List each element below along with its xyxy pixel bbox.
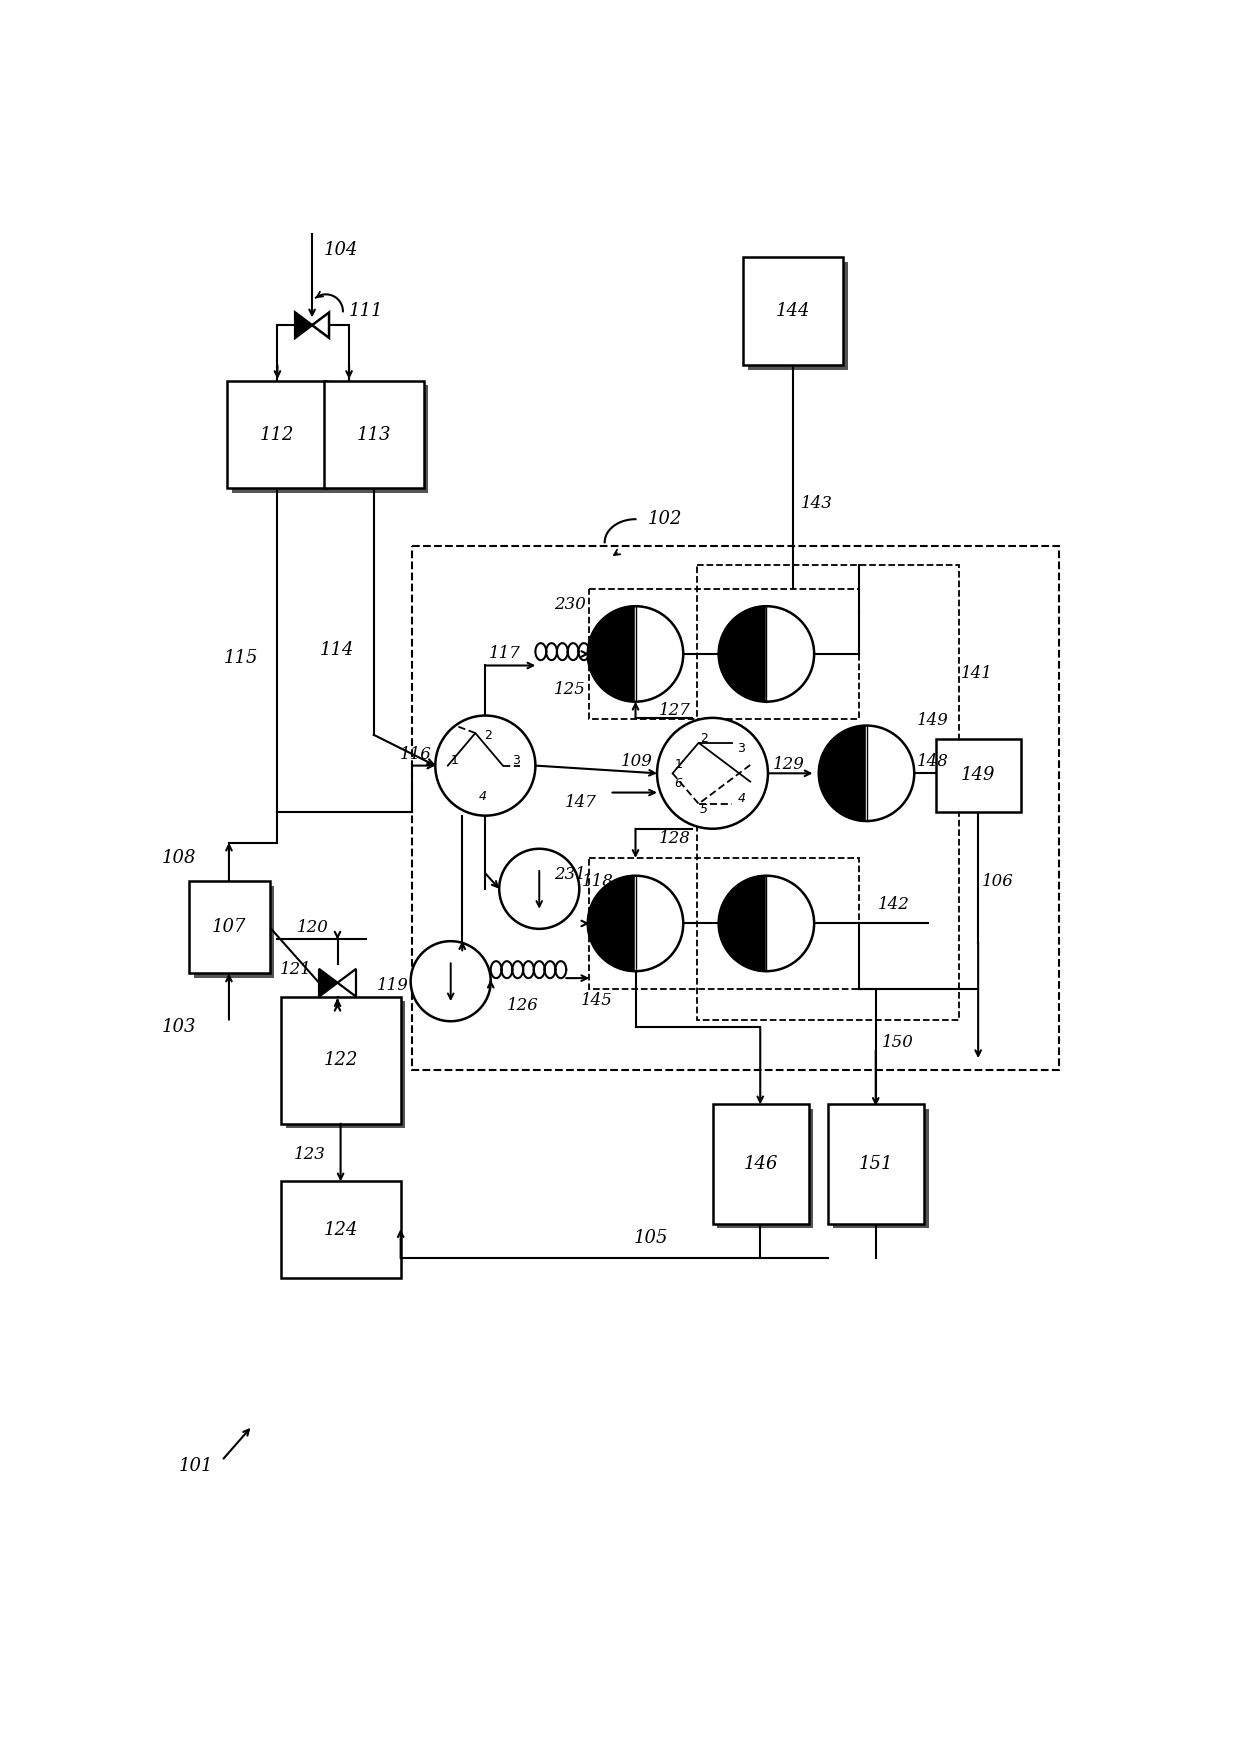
Text: 109: 109 bbox=[621, 753, 653, 771]
Text: 149: 149 bbox=[916, 711, 949, 729]
Polygon shape bbox=[867, 725, 914, 820]
Bar bbox=[324, 380, 424, 488]
Text: 128: 128 bbox=[658, 831, 691, 847]
Bar bbox=[713, 1105, 808, 1223]
Text: 107: 107 bbox=[212, 919, 247, 936]
Text: 2: 2 bbox=[484, 729, 492, 743]
Bar bbox=[717, 1109, 813, 1228]
Text: 122: 122 bbox=[324, 1051, 358, 1068]
Text: 2: 2 bbox=[701, 732, 708, 746]
Polygon shape bbox=[337, 968, 356, 996]
Text: 116: 116 bbox=[399, 746, 432, 762]
Polygon shape bbox=[818, 725, 867, 820]
Text: 143: 143 bbox=[801, 495, 833, 512]
Polygon shape bbox=[766, 876, 815, 972]
Polygon shape bbox=[766, 605, 815, 702]
Text: 147: 147 bbox=[565, 794, 596, 811]
Bar bbox=[589, 857, 859, 989]
Polygon shape bbox=[319, 968, 337, 996]
Text: 145: 145 bbox=[580, 993, 613, 1008]
Circle shape bbox=[410, 942, 491, 1021]
Polygon shape bbox=[312, 313, 329, 338]
Text: 127: 127 bbox=[658, 702, 691, 718]
Text: 106: 106 bbox=[982, 873, 1014, 889]
Text: 121: 121 bbox=[280, 961, 312, 979]
Polygon shape bbox=[719, 605, 766, 702]
Text: 1: 1 bbox=[675, 759, 682, 771]
Text: 114: 114 bbox=[320, 641, 355, 658]
Text: 1: 1 bbox=[450, 753, 459, 767]
Text: 141: 141 bbox=[961, 665, 992, 681]
Polygon shape bbox=[635, 605, 683, 702]
Polygon shape bbox=[588, 876, 635, 972]
Text: 230: 230 bbox=[553, 597, 585, 612]
Bar bbox=[936, 739, 1021, 811]
Text: 124: 124 bbox=[324, 1220, 358, 1239]
Text: 4: 4 bbox=[479, 790, 487, 803]
Text: 115: 115 bbox=[223, 649, 258, 667]
Text: 119: 119 bbox=[377, 977, 408, 994]
Bar bbox=[748, 262, 848, 370]
Text: 103: 103 bbox=[162, 1019, 197, 1037]
Text: 104: 104 bbox=[324, 241, 358, 259]
Bar bbox=[227, 380, 327, 488]
Circle shape bbox=[500, 848, 579, 929]
Text: 125: 125 bbox=[554, 681, 587, 699]
Bar bbox=[743, 257, 843, 364]
Polygon shape bbox=[719, 876, 766, 972]
Bar bbox=[281, 1181, 401, 1278]
Text: 113: 113 bbox=[356, 426, 391, 444]
Bar bbox=[286, 1001, 405, 1128]
Text: 120: 120 bbox=[296, 919, 329, 936]
Text: 101: 101 bbox=[179, 1457, 213, 1475]
Polygon shape bbox=[635, 876, 683, 972]
Text: 3: 3 bbox=[738, 743, 745, 755]
Bar bbox=[697, 565, 959, 1019]
Polygon shape bbox=[588, 605, 635, 702]
Text: 108: 108 bbox=[162, 848, 197, 868]
Text: 150: 150 bbox=[882, 1035, 914, 1051]
Bar bbox=[412, 546, 1059, 1070]
Bar bbox=[329, 385, 428, 493]
Text: 129: 129 bbox=[773, 755, 805, 773]
Text: 123: 123 bbox=[294, 1146, 326, 1163]
Text: 3: 3 bbox=[512, 753, 521, 767]
Text: 231: 231 bbox=[553, 866, 585, 884]
Circle shape bbox=[657, 718, 768, 829]
Bar bbox=[193, 885, 274, 979]
Text: 149: 149 bbox=[961, 766, 996, 785]
Circle shape bbox=[435, 716, 536, 815]
Text: 118: 118 bbox=[582, 873, 614, 889]
Text: 148: 148 bbox=[916, 753, 949, 771]
Text: 102: 102 bbox=[647, 510, 682, 528]
Bar bbox=[832, 1109, 929, 1228]
Bar bbox=[281, 996, 401, 1123]
Bar bbox=[589, 588, 859, 720]
Bar bbox=[232, 385, 332, 493]
Text: 144: 144 bbox=[776, 303, 811, 320]
Polygon shape bbox=[295, 313, 312, 338]
Text: 142: 142 bbox=[878, 896, 909, 913]
Text: 146: 146 bbox=[743, 1155, 777, 1174]
Text: 151: 151 bbox=[859, 1155, 893, 1174]
Text: 126: 126 bbox=[506, 996, 538, 1014]
Bar bbox=[828, 1105, 924, 1223]
Bar bbox=[188, 882, 270, 973]
Text: 6: 6 bbox=[675, 776, 682, 790]
Text: 112: 112 bbox=[260, 426, 295, 444]
Text: 117: 117 bbox=[490, 646, 521, 662]
Text: 111: 111 bbox=[350, 303, 383, 320]
Text: 105: 105 bbox=[634, 1228, 668, 1246]
Text: 5: 5 bbox=[701, 803, 708, 817]
Text: 4: 4 bbox=[738, 792, 745, 804]
